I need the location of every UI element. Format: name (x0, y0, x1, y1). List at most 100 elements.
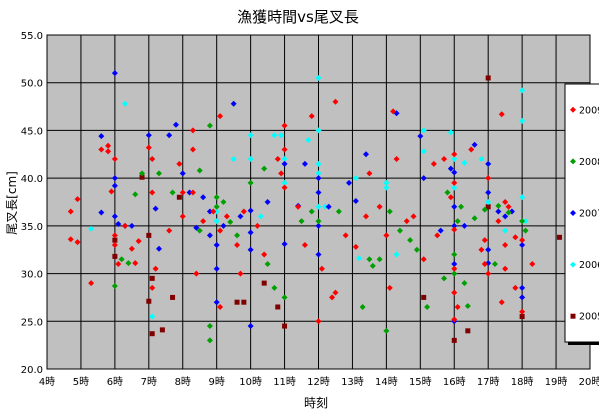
data-point (352, 198, 359, 205)
data-point (278, 132, 285, 139)
data-point (441, 275, 448, 282)
x-tick-label: 11時 (273, 376, 296, 388)
data-point (149, 189, 156, 196)
data-point (132, 191, 139, 198)
x-tick-labels: 4時 5時 6時 7時 8時 9時 10時 11時 12時 13時 14時 15時 16時 17時 18時 1… (39, 376, 599, 388)
data-point (505, 203, 512, 210)
data-point (179, 189, 186, 196)
data-point (122, 100, 129, 107)
data-point (383, 327, 390, 334)
y-tick-label: 40.0 (21, 174, 43, 185)
x-tick-label: 8時 (175, 376, 191, 388)
legend-marker (570, 210, 576, 216)
data-point (464, 303, 471, 310)
data-point (149, 275, 155, 281)
data-point (281, 122, 288, 129)
data-point (512, 284, 519, 291)
data-point (424, 303, 431, 310)
data-point (282, 323, 288, 329)
data-point (447, 194, 454, 201)
x-tick-label: 16時 (443, 376, 466, 388)
legend-label: 2008 (579, 157, 599, 168)
data-point (481, 237, 488, 244)
data-point (335, 208, 342, 215)
legend-marker (570, 313, 576, 319)
data-point (295, 203, 302, 210)
data-point (281, 160, 288, 167)
data-point (172, 121, 179, 128)
data-point (247, 156, 254, 163)
data-point (241, 299, 247, 305)
data-point (213, 241, 220, 248)
data-point (271, 132, 278, 139)
series-2009 (67, 98, 536, 325)
data-point (315, 127, 322, 134)
data-point (529, 261, 536, 268)
data-point (383, 232, 390, 239)
data-point (369, 262, 376, 269)
data-point (247, 132, 254, 139)
y-tick-label: 20.0 (21, 365, 43, 376)
data-point (146, 232, 152, 238)
data-point (257, 213, 264, 220)
data-point (420, 256, 427, 263)
data-point (193, 224, 200, 231)
data-point (485, 204, 491, 210)
data-point (122, 222, 129, 229)
data-point (410, 213, 417, 220)
data-point (519, 218, 526, 225)
data-point (234, 232, 241, 239)
data-point (315, 74, 322, 81)
data-point (485, 246, 492, 253)
data-point (505, 209, 512, 216)
data-point (434, 232, 441, 239)
series-2006 (88, 74, 529, 320)
data-point (421, 294, 427, 300)
data-point (206, 232, 213, 239)
data-point (519, 237, 526, 244)
data-point (315, 318, 322, 325)
data-point (491, 261, 498, 268)
x-tick-label: 20時 (579, 376, 599, 388)
data-point (132, 260, 139, 267)
data-point (383, 179, 390, 186)
x-tick-label: 10時 (239, 376, 262, 388)
data-point (67, 236, 74, 243)
data-point (247, 207, 254, 214)
data-point (200, 194, 207, 201)
data-point (98, 133, 105, 140)
y-tick-label: 35.0 (21, 222, 43, 233)
data-point (519, 308, 526, 315)
data-point (498, 111, 505, 118)
data-point (390, 108, 397, 115)
data-point (213, 203, 220, 210)
data-point (139, 174, 145, 180)
data-point (519, 314, 525, 320)
data-points (67, 70, 562, 344)
x-tick-label: 5時 (73, 376, 89, 388)
data-point (125, 260, 132, 267)
y-tick-label: 45.0 (21, 126, 43, 137)
data-point (234, 241, 241, 248)
legend-marker (570, 158, 576, 165)
data-point (298, 218, 305, 225)
data-point (315, 160, 322, 167)
data-point (155, 245, 162, 252)
data-point (254, 222, 261, 229)
data-point (485, 160, 492, 167)
data-point (281, 179, 288, 186)
data-point (519, 241, 526, 248)
data-point (169, 189, 176, 196)
data-point (145, 144, 152, 151)
data-point (359, 303, 366, 310)
data-point (176, 160, 183, 167)
data-point (237, 270, 244, 277)
data-point (152, 205, 159, 212)
data-point (115, 220, 122, 227)
data-point (363, 213, 370, 220)
data-point (519, 87, 526, 94)
legend-label: 2005 (579, 312, 599, 323)
data-point (155, 170, 162, 177)
data-point (301, 160, 308, 167)
data-point (332, 289, 339, 296)
